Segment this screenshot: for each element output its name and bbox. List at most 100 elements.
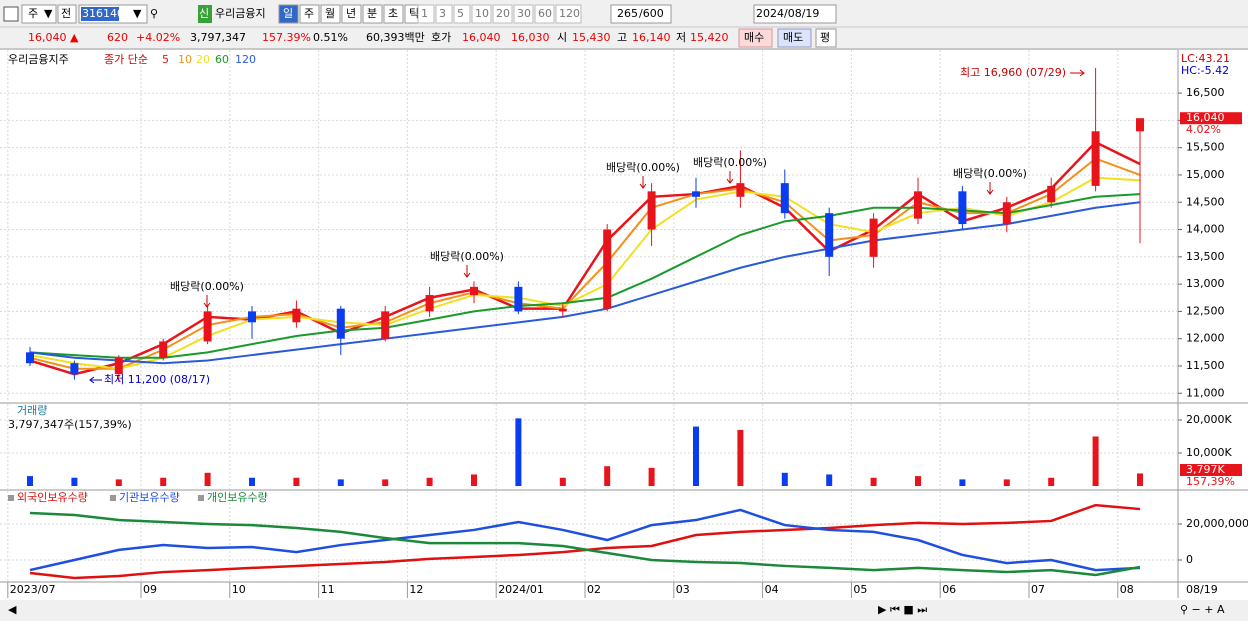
- volume-bar: [648, 467, 655, 486]
- candle-body: [70, 363, 79, 375]
- turnover: 0.51%: [313, 31, 348, 44]
- volume-tag-box: [1180, 464, 1242, 476]
- legend-entry: 10: [178, 53, 192, 66]
- scroll-left[interactable]: ◀: [8, 603, 17, 616]
- prev: 전: [61, 7, 71, 20]
- interval: 30: [517, 7, 531, 20]
- annotation: 최고 16,960 (07/29): [960, 66, 1066, 79]
- y-tick-label: 14,500: [1186, 195, 1225, 208]
- buy-button[interactable]: [738, 28, 773, 48]
- prev-button[interactable]: [57, 4, 77, 24]
- badge: 신: [199, 7, 209, 20]
- period-button[interactable]: [362, 4, 383, 24]
- candle-body: [425, 295, 434, 312]
- legend-entry: 5: [162, 53, 169, 66]
- candle-body: [381, 311, 390, 339]
- period: 초: [388, 7, 398, 20]
- volume-bar: [115, 479, 122, 486]
- period: 주: [304, 7, 314, 20]
- market: 주: [28, 7, 38, 20]
- search-icon[interactable]: ⚲: [150, 7, 158, 20]
- candle-body: [114, 357, 123, 375]
- badge-box: [198, 5, 212, 23]
- interval-button[interactable]: [513, 4, 534, 24]
- candle-body: [603, 229, 612, 309]
- indicator: HC:-5.42: [1181, 64, 1229, 77]
- y-tick-label: 12,000: [1186, 332, 1225, 345]
- y-tick-label: 20,000,000: [1186, 517, 1248, 530]
- interval-button[interactable]: [435, 4, 453, 24]
- y-tick-label: 16,500: [1186, 86, 1225, 99]
- interval: 5: [457, 7, 464, 20]
- period-button[interactable]: [341, 4, 362, 24]
- x-tick-label: 06: [942, 583, 956, 596]
- annotation-arrow: [726, 171, 734, 184]
- y-tick-label: 15,500: [1186, 141, 1225, 154]
- volume-tag: 3,797K: [1186, 463, 1225, 476]
- period: 일: [283, 6, 293, 20]
- scrollbar[interactable]: [0, 600, 1248, 621]
- open-label: 시: [557, 31, 567, 44]
- count: 265: [617, 7, 638, 20]
- period-button[interactable]: [278, 4, 299, 24]
- avg-button[interactable]: [815, 28, 837, 48]
- candle-body: [780, 183, 789, 214]
- period-button[interactable]: [299, 4, 320, 24]
- change-tag: 4.02%: [1186, 123, 1221, 136]
- date-box[interactable]: [753, 4, 837, 24]
- period-button[interactable]: [383, 4, 404, 24]
- period: 틱: [409, 7, 419, 20]
- zoom-buttons[interactable]: ⚲ − + A: [1180, 603, 1225, 616]
- volume-bar: [471, 474, 477, 486]
- x-tick-label: 07: [1031, 583, 1045, 596]
- nav-buttons[interactable]: ▶ ⏮ ■ ⏭: [878, 603, 927, 616]
- legend-swatch: [198, 495, 204, 501]
- period-button[interactable]: [320, 4, 341, 24]
- y-tick-label: 11,000: [1186, 386, 1225, 399]
- y-tick-label: 13,000: [1186, 277, 1225, 290]
- y-tick-label: 15,000: [1186, 168, 1225, 181]
- candle-body: [1091, 131, 1100, 186]
- menu-icon[interactable]: [3, 6, 19, 22]
- line-series: [29, 511, 1141, 577]
- volume-bar: [1092, 436, 1099, 486]
- interval-button[interactable]: [492, 4, 513, 24]
- stock-code: 316140: [82, 7, 124, 20]
- volume-subtitle: 3,797,347주(157,39%): [8, 418, 132, 431]
- volume-bar: [870, 477, 877, 486]
- volume: 3,797,347: [190, 31, 246, 44]
- candle-body: [647, 191, 656, 230]
- market-select[interactable]: [21, 4, 57, 24]
- line-series: [29, 201, 1141, 365]
- interval-button[interactable]: [453, 4, 471, 24]
- sell-button[interactable]: [777, 28, 812, 48]
- candle-body: [736, 183, 745, 197]
- count-box[interactable]: [610, 4, 672, 24]
- volume-bar: [337, 479, 344, 486]
- ask: 16,040: [462, 31, 501, 44]
- volume-bar: [160, 477, 167, 486]
- interval-button[interactable]: [534, 4, 555, 24]
- volume-bar: [559, 477, 566, 486]
- buy: 매수: [744, 31, 764, 44]
- bid: 16,030: [511, 31, 550, 44]
- x-tick-label: 09: [143, 583, 157, 596]
- interval-button[interactable]: [417, 4, 435, 24]
- amount: 60,393백만: [366, 31, 425, 44]
- candle-body: [26, 352, 34, 364]
- volume-bar: [693, 426, 699, 486]
- volume-bar: [826, 474, 833, 486]
- annotation: 배당락(0.00%): [170, 280, 244, 293]
- line-series: [29, 140, 1141, 376]
- interval-button[interactable]: [555, 4, 582, 24]
- x-tick-label: 02: [587, 583, 601, 596]
- volume-bar: [249, 477, 255, 486]
- sell: 매도: [783, 31, 803, 44]
- interval-button[interactable]: [471, 4, 492, 24]
- interval: 1: [421, 7, 428, 20]
- stock-name: 우리금융지: [215, 7, 266, 20]
- candle-body: [958, 191, 967, 225]
- legend-entry: 20: [196, 53, 210, 66]
- x-tick-label: 08: [1120, 583, 1134, 596]
